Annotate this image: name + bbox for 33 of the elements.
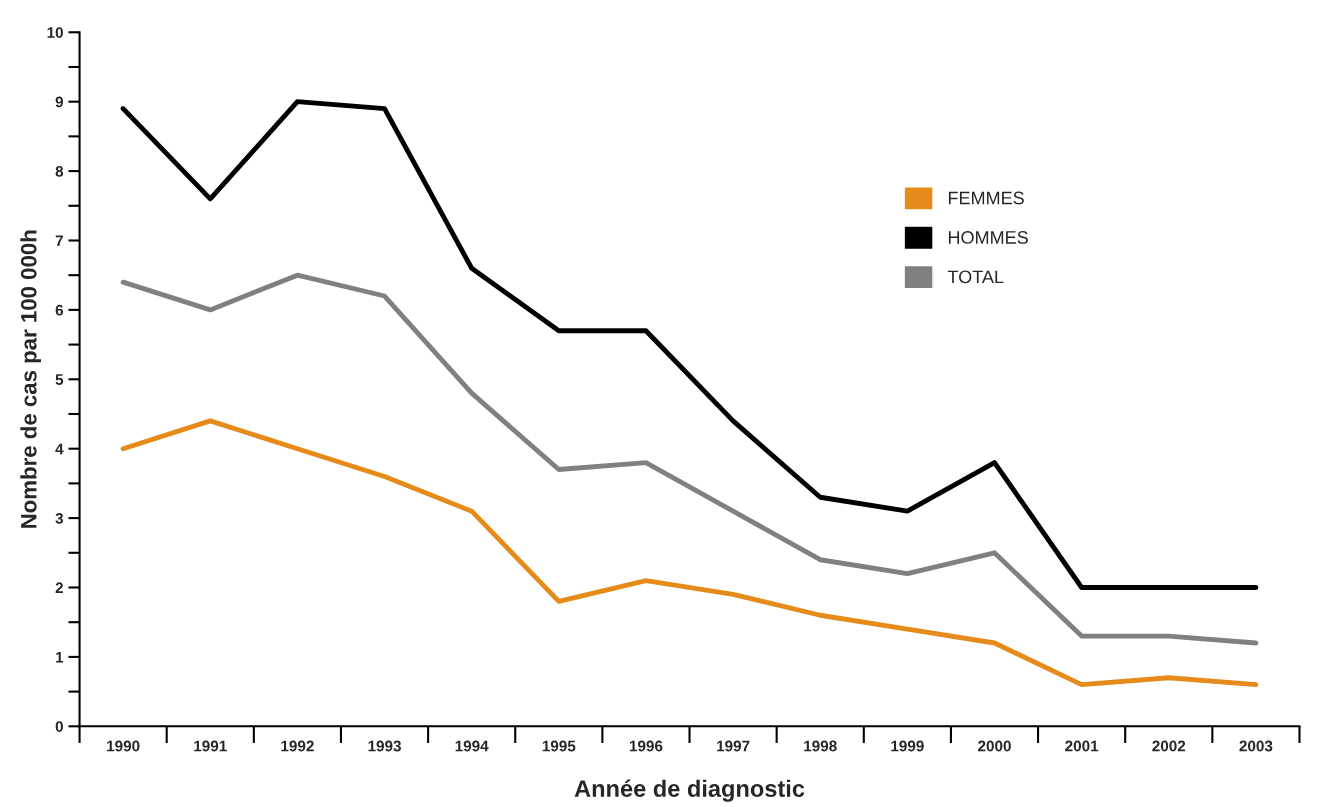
line-series: [120, 99, 1259, 590]
y-axis-title: Nombre de cas par 100 000h: [20, 230, 42, 528]
legend-label: FEMMES: [948, 191, 1024, 205]
legend-label: HOMMES: [948, 231, 1028, 244]
y-tick-label: 3: [55, 512, 64, 524]
x-tick-label: 2003: [1239, 740, 1273, 752]
x-axis-title: Année de diagnostic: [574, 779, 805, 802]
x-tick-label: 2001: [1065, 740, 1099, 752]
x-tick-label: 1995: [542, 740, 576, 752]
x-tick-label: 1996: [629, 740, 663, 752]
line-series: [120, 272, 1259, 646]
x-tick-label: 2000: [978, 740, 1011, 752]
x-tick-label: 1994: [455, 740, 489, 752]
y-tick-label: 2: [55, 582, 63, 594]
y-tick-label: 8: [55, 165, 64, 177]
y-tick-label: 1: [56, 651, 64, 663]
y-tick-label: 9: [55, 96, 64, 108]
x-tick-label: 1991: [194, 740, 227, 752]
y-tick-label: 5: [55, 374, 64, 385]
x-tick-label: 1998: [804, 740, 837, 752]
legend-label: TOTAL: [947, 270, 1004, 284]
y-tick-label: 6: [55, 304, 64, 316]
x-tick-label: 1999: [891, 740, 924, 752]
y-tick-label: 10: [47, 27, 63, 38]
x-tick-label: 1992: [281, 740, 314, 752]
x-tick-label: 1990: [107, 740, 140, 752]
y-tick-label: 0: [55, 721, 63, 732]
line-series: [120, 418, 1259, 688]
x-tick-label: 1997: [717, 740, 750, 752]
x-tick-label: 1993: [368, 740, 401, 752]
x-tick-label: 2002: [1152, 740, 1186, 752]
y-tick-label: 7: [55, 235, 63, 247]
y-tick-label: 4: [55, 443, 64, 455]
